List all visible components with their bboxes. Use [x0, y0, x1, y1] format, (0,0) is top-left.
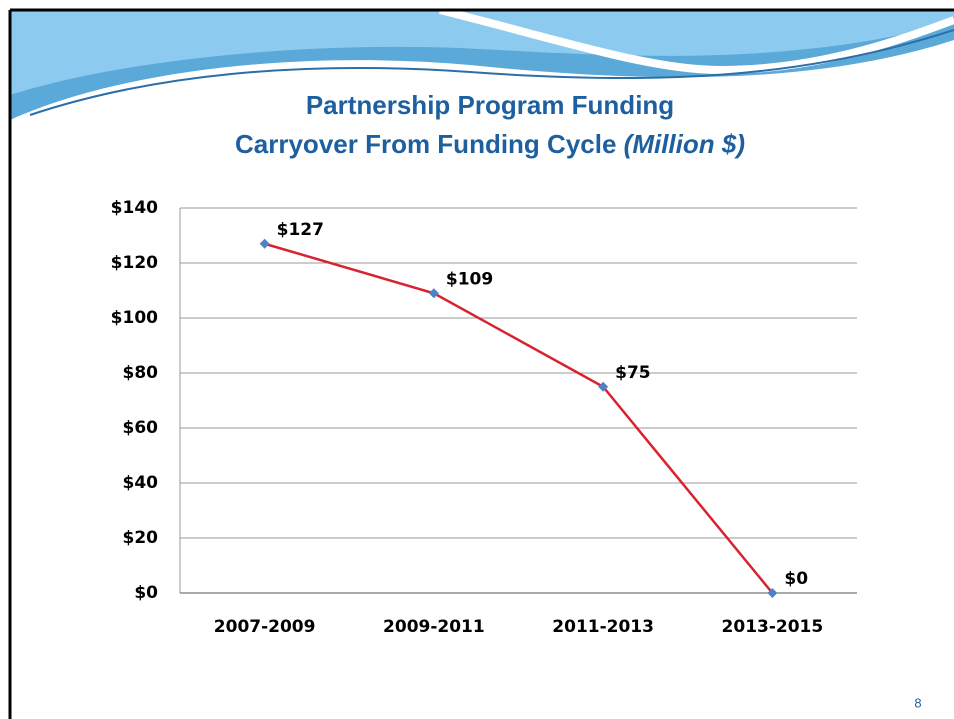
y-tick-label: $60 [123, 418, 159, 438]
y-tick-label: $0 [134, 583, 158, 603]
subtitle-text: Carryover From Funding Cycle [235, 129, 616, 159]
chart-subtitle: Carryover From Funding Cycle (Million $) [235, 129, 745, 159]
chart-title: Partnership Program Funding [306, 90, 674, 120]
x-tick-label: 2011-2013 [552, 617, 654, 637]
y-tick-label: $80 [123, 363, 159, 383]
y-tick-label: $100 [111, 308, 158, 328]
slide: Partnership Program Funding Carryover Fr… [0, 0, 954, 719]
x-tick-label: 2013-2015 [722, 617, 824, 637]
y-tick-label: $20 [123, 528, 159, 548]
subtitle-unit: (Million $) [624, 129, 745, 159]
data-label: $0 [784, 569, 808, 589]
data-label: $127 [277, 220, 324, 240]
x-tick-label: 2009-2011 [383, 617, 485, 637]
y-tick-label: $40 [123, 473, 159, 493]
x-tick-label: 2007-2009 [214, 617, 316, 637]
y-tick-label: $120 [111, 253, 158, 273]
data-label: $109 [446, 269, 493, 289]
data-label: $75 [615, 363, 651, 383]
page-number: 8 [914, 695, 921, 710]
y-tick-label: $140 [111, 198, 158, 218]
